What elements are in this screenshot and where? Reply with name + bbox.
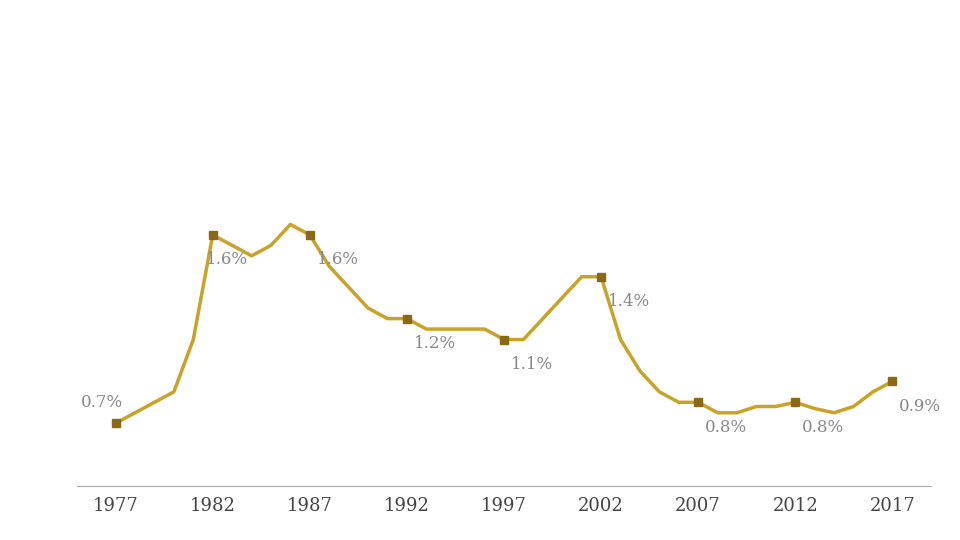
Text: 1.6%: 1.6% [317,252,359,268]
Text: 0.8%: 0.8% [706,419,747,436]
Text: 1.2%: 1.2% [414,335,456,352]
Text: 0.8%: 0.8% [803,419,845,436]
Text: 1.6%: 1.6% [205,252,248,268]
Text: 27: 27 [14,130,32,143]
Text: (in current dollars): (in current dollars) [14,73,162,87]
Text: 0.9%: 0.9% [900,398,942,415]
Text: 0.7%: 0.7% [81,394,123,411]
Text: Corporate giving as a percentage of corporate pre-tax profits, 1977–2017: Corporate giving as a percentage of corp… [14,30,584,44]
Text: 1.4%: 1.4% [608,293,650,310]
Text: 1.1%: 1.1% [511,356,553,373]
